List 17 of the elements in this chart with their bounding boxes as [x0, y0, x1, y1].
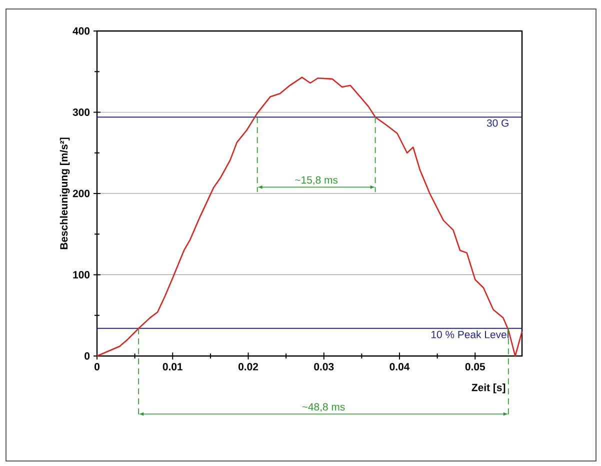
x-tick-label: 0.01 — [162, 363, 183, 370]
x-tick-label: 0.03 — [314, 363, 334, 370]
x-tick-label: 0.04 — [390, 363, 410, 370]
ref-line-label: 30 G — [486, 119, 508, 127]
y-tick-label: 300 — [72, 108, 90, 116]
text: ~48,8 ms — [302, 403, 345, 412]
x-tick-label: 0.02 — [238, 363, 258, 370]
y-tick-label: 100 — [73, 271, 90, 278]
y-axis-title: Beschleunigung [m/s²] — [60, 138, 70, 250]
y-tick-label: 200 — [72, 190, 90, 198]
ref-line-label: 10 % Peak Level — [431, 330, 508, 338]
annotation: ~15,8 ms — [295, 176, 338, 185]
x-tick-label: 0 — [94, 363, 100, 370]
y-tick-label: 400 — [72, 27, 90, 35]
x-axis-title: Zeit [s] — [472, 384, 506, 394]
y-tick-label: 0 — [84, 352, 90, 360]
x-tick-label: 0.05 — [465, 363, 485, 370]
